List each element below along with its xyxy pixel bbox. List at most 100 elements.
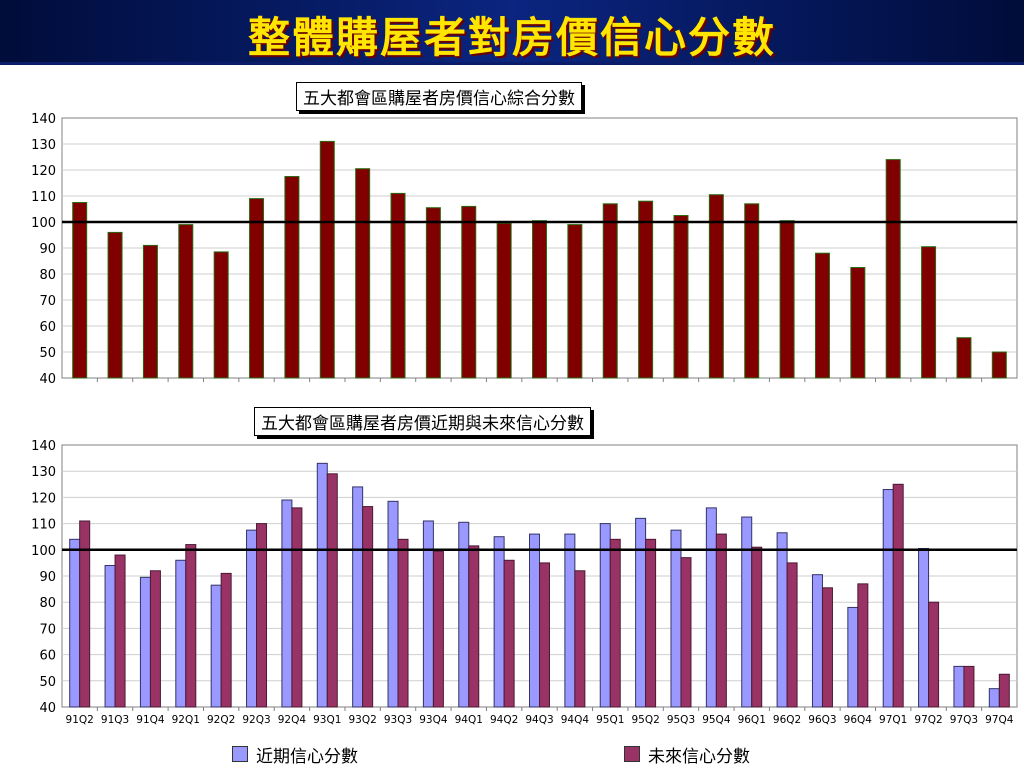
y-tick-label: 90 xyxy=(39,242,56,257)
bar-91Q2-s1 xyxy=(69,538,81,708)
bar-94Q2-s2 xyxy=(503,559,515,708)
bar-94Q1-s2 xyxy=(468,545,480,708)
bar-97Q4-s2 xyxy=(998,673,1010,708)
bar-95Q2-s1 xyxy=(635,517,647,708)
bar-95Q1 xyxy=(602,203,618,379)
bar-94Q4 xyxy=(567,224,583,379)
bar-93Q3-s2 xyxy=(397,538,409,708)
bar-93Q3 xyxy=(390,192,406,379)
bar-95Q4-s1 xyxy=(705,507,717,708)
title-banner: 整體購屋者對房價信心分數 xyxy=(0,0,1024,65)
bar-97Q3-s2 xyxy=(963,665,975,708)
x-tick-label: 96Q3 xyxy=(808,714,836,726)
y-tick-label: 100 xyxy=(31,544,56,559)
bar-94Q3-s2 xyxy=(539,562,550,708)
bar-92Q1-s1 xyxy=(175,559,187,708)
y-tick-label: 60 xyxy=(39,649,56,664)
y-tick-label: 70 xyxy=(39,294,56,309)
composite-score-bar-chart: 40 50 60 70 80 90 100 110 120 130 140 xyxy=(31,112,1018,387)
x-tick-label: 91Q4 xyxy=(136,714,165,726)
bar-97Q2-s2 xyxy=(928,601,940,708)
bar-94Q3 xyxy=(532,220,547,379)
y-tick-label: 80 xyxy=(39,596,56,611)
y-tick-label: 120 xyxy=(31,491,56,506)
bar-96Q1-s1 xyxy=(741,516,753,708)
bar-92Q2 xyxy=(213,251,229,379)
bar-94Q3-s1 xyxy=(529,533,540,708)
bar-93Q2 xyxy=(355,168,371,379)
y-tick-label: 70 xyxy=(39,622,56,637)
bar-91Q3-s2 xyxy=(114,554,126,708)
y-tick-label: 130 xyxy=(31,465,56,480)
bar-94Q1 xyxy=(461,205,477,379)
x-tick-label: 95Q4 xyxy=(702,714,731,726)
x-tick-label: 95Q3 xyxy=(667,714,695,726)
bar-92Q4 xyxy=(284,176,300,379)
bar-91Q2 xyxy=(72,202,88,379)
bar-95Q3-s2 xyxy=(680,557,692,708)
bar-95Q4 xyxy=(708,194,724,379)
near-future-score-bar-chart: 40 50 60 70 80 90 100 110 120 130 140 91Q2 91Q3 91Q4 9… xyxy=(31,439,1018,726)
bar-94Q4-s2 xyxy=(574,570,586,708)
y-tick-label: 50 xyxy=(39,675,56,690)
bar-92Q3-s2 xyxy=(256,523,268,708)
bar-96Q1 xyxy=(744,203,760,379)
bar-93Q2-s2 xyxy=(362,506,374,708)
bar-96Q2-s1 xyxy=(776,532,788,708)
bar-92Q1-s2 xyxy=(185,544,197,708)
y-tick-label: 140 xyxy=(31,439,56,454)
x-tick-label: 95Q2 xyxy=(631,714,659,726)
x-tick-label: 95Q1 xyxy=(596,714,624,726)
bar-97Q4 xyxy=(991,351,1007,379)
y-tick-label: 110 xyxy=(31,190,56,205)
bar-95Q3-s1 xyxy=(670,529,682,708)
page-title: 整體購屋者對房價信心分數 xyxy=(247,13,776,62)
legend-item-near: 近期信心分數 xyxy=(232,742,358,767)
bar-92Q2-s2 xyxy=(220,572,232,708)
bar-93Q2-s1 xyxy=(352,486,364,708)
x-tick-label: 96Q2 xyxy=(773,714,801,726)
legend-swatch-near xyxy=(232,746,248,762)
x-tick-label: 92Q3 xyxy=(242,714,270,726)
bar-91Q2-s2 xyxy=(79,520,91,708)
bar-97Q3 xyxy=(956,337,972,379)
bar-96Q3-s2 xyxy=(821,587,833,708)
bar-93Q1-s1 xyxy=(316,462,328,708)
x-tick-label: 94Q1 xyxy=(455,714,483,726)
y-tick-label: 140 xyxy=(31,112,56,127)
bar-92Q4-s1 xyxy=(281,499,293,708)
bar-96Q2-s2 xyxy=(786,562,798,708)
x-tick-label: 94Q4 xyxy=(561,714,590,726)
bar-91Q3-s1 xyxy=(104,565,116,708)
x-tick-label: 91Q2 xyxy=(66,714,94,726)
y-tick-label: 80 xyxy=(39,268,56,283)
bar-94Q2-s1 xyxy=(493,536,505,708)
legend-swatch-future xyxy=(624,746,640,762)
y-tick-label: 40 xyxy=(39,372,56,387)
bar-95Q2 xyxy=(638,200,654,379)
bar-94Q4-s1 xyxy=(564,533,576,708)
bar-95Q2-s2 xyxy=(645,538,657,708)
bar-93Q3-s1 xyxy=(387,500,399,708)
x-tick-label: 92Q2 xyxy=(207,714,235,726)
x-tick-label: 94Q3 xyxy=(525,714,553,726)
bar-97Q2 xyxy=(921,246,937,379)
top-chart-title: 五大都會區購屋者房價信心綜合分數 xyxy=(296,82,582,111)
bar-97Q1-s2 xyxy=(892,483,904,708)
legend-item-future: 未來信心分數 xyxy=(624,742,750,767)
bar-92Q1 xyxy=(178,224,194,379)
bar-95Q1-s1 xyxy=(599,523,611,708)
bar-93Q1-s2 xyxy=(326,473,338,708)
bar-91Q3 xyxy=(107,231,123,379)
x-tick-label: 97Q3 xyxy=(950,714,978,726)
bar-91Q4 xyxy=(142,244,158,379)
y-tick-label: 60 xyxy=(39,320,56,335)
bar-97Q1-s1 xyxy=(882,489,894,708)
x-tick-label: 91Q3 xyxy=(101,714,129,726)
x-tick-label: 92Q4 xyxy=(278,714,307,726)
bar-92Q4-s2 xyxy=(291,507,303,708)
y-tick-label: 40 xyxy=(39,701,56,716)
y-tick-label: 90 xyxy=(39,570,56,585)
bar-92Q3 xyxy=(249,198,265,379)
x-tick-label: 96Q4 xyxy=(844,714,873,726)
